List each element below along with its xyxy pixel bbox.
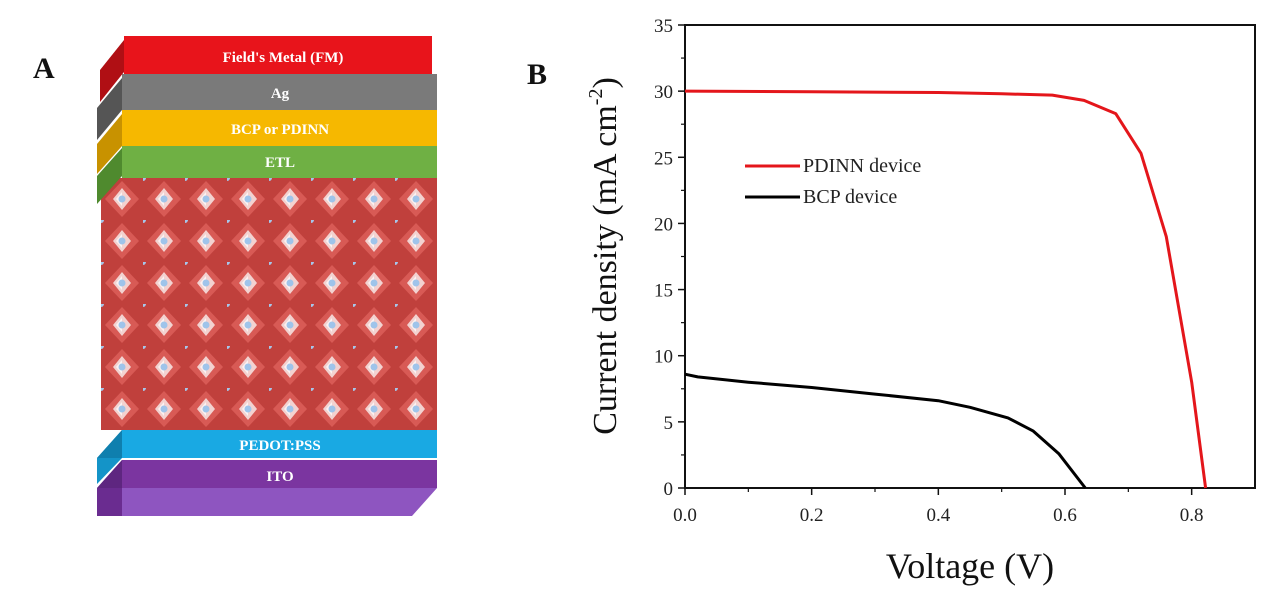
y-axis-title: Current density (mA cm-2) (585, 77, 624, 435)
x-tick-label: 0.6 (1053, 505, 1077, 526)
x-tick-label: 0.4 (926, 505, 950, 526)
layer-label-pedot-pss: PEDOT:PSS (239, 438, 320, 454)
y-tick-label: 10 (654, 347, 673, 368)
y-axis-title-close: ) (587, 77, 624, 88)
y-tick-label: 25 (654, 148, 673, 169)
layer-label-ag: Ag (271, 86, 290, 102)
y-tick-label: 30 (654, 82, 673, 103)
chart-legend: PDINN device BCP device (745, 155, 921, 208)
y-tick-label: 20 (654, 214, 673, 235)
chart-ticks: 0.0 0.2 0.4 0.6 0.8 0 5 10 15 20 25 30 35 (654, 16, 1204, 526)
x-axis-title: Voltage (V) (886, 546, 1054, 586)
y-tick-label: 0 (664, 479, 674, 500)
legend-label-pdinn: PDINN device (803, 155, 921, 177)
pedot-top-face (122, 430, 437, 458)
layer-ag: Ag (97, 74, 437, 140)
chart-series (684, 89, 1208, 489)
x-tick-label: 0.8 (1180, 505, 1204, 526)
ito-top-face (122, 460, 437, 488)
bcp-top-face (122, 110, 437, 146)
fm-top-face (124, 36, 432, 74)
perovskite-lattice (101, 178, 437, 430)
layer-label-fields-metal: Field's Metal (FM) (223, 50, 344, 66)
layer-label-ito: ITO (266, 469, 293, 485)
y-tick-label: 15 (654, 281, 673, 302)
layer-bcp-pdinn: BCP or PDINN (97, 110, 437, 174)
y-tick-label: 35 (654, 16, 673, 37)
panel-label-a: A (33, 52, 55, 85)
layer-label-etl: ETL (265, 155, 295, 171)
device-stack-diagram: ITO PEDOT:PSS ETL BCP or PDINN Ag Field'… (97, 36, 437, 516)
etl-top-face (122, 146, 437, 178)
y-axis-title-sup: -2 (585, 89, 607, 106)
x-tick-label: 0.0 (673, 505, 697, 526)
layer-etl: ETL (97, 146, 437, 204)
layer-fields-metal: Field's Metal (FM) (100, 36, 432, 102)
x-tick-label: 0.2 (800, 505, 824, 526)
layer-pedot-pss: PEDOT:PSS (97, 430, 437, 484)
y-tick-label: 5 (664, 413, 674, 434)
series-line-bcp (684, 372, 1087, 489)
legend-label-bcp: BCP device (803, 186, 897, 208)
y-axis-title-main: Current density (mA cm (587, 105, 624, 435)
layer-ito: ITO (97, 460, 437, 516)
panel-label-b: B (527, 58, 548, 91)
ag-top-face (122, 74, 437, 110)
series-line-pdinn (684, 89, 1208, 489)
layer-label-bcp-pdinn: BCP or PDINN (231, 122, 329, 138)
